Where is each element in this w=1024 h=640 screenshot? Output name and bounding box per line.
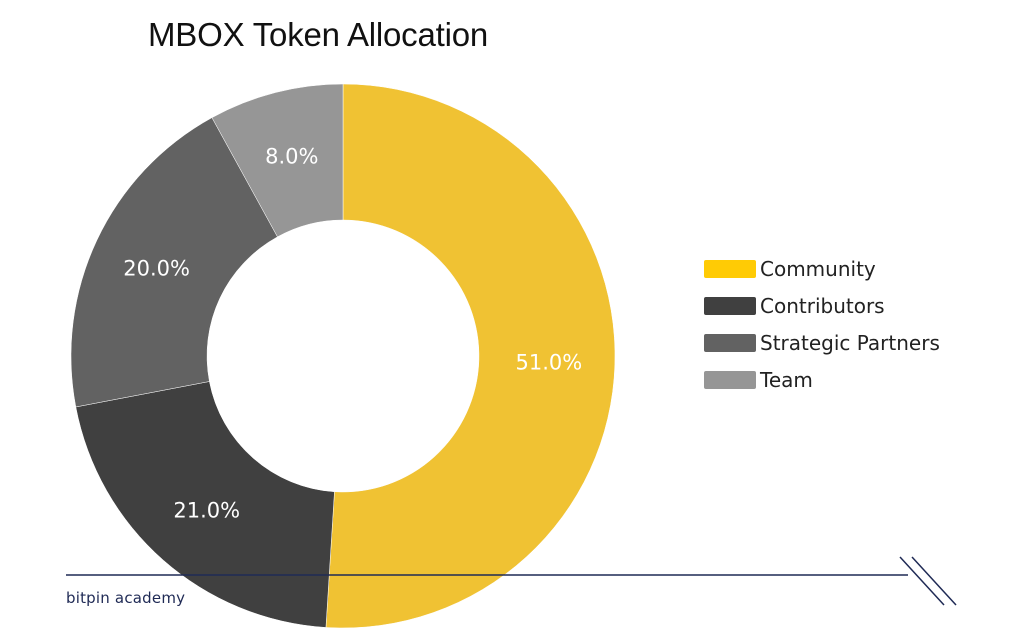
slice-team xyxy=(211,83,344,238)
legend-label: Contributors xyxy=(760,293,885,318)
legend-swatch xyxy=(704,333,756,352)
slice-label-team: 8.0% xyxy=(265,144,318,168)
slice-community xyxy=(325,83,616,629)
legend-label: Community xyxy=(760,256,876,281)
slice-label-community: 51.0% xyxy=(516,350,583,374)
watermark-slash-2 xyxy=(911,556,957,606)
slice-strategic-partners xyxy=(70,117,278,408)
legend-label: Strategic Partners xyxy=(760,330,940,355)
legend-swatch xyxy=(704,370,756,389)
legend-item-team: Team xyxy=(704,361,940,398)
legend-swatch xyxy=(704,296,756,315)
legend-item-strategic-partners: Strategic Partners xyxy=(704,324,940,361)
legend-label: Team xyxy=(760,367,813,392)
slice-label-strategic-partners: 20.0% xyxy=(123,256,190,280)
legend-swatch xyxy=(704,259,756,278)
slice-label-contributors: 21.0% xyxy=(173,499,240,523)
chart-legend: Community Contributors Strategic Partners T… xyxy=(704,250,940,398)
legend-item-community: Community xyxy=(704,250,940,287)
slice-contributors xyxy=(75,381,335,628)
watermark-text: bitpin academy xyxy=(66,589,186,607)
chart-title: MBOX Token Allocation xyxy=(148,16,489,53)
legend-item-contributors: Contributors xyxy=(704,287,940,324)
watermark-slash-1 xyxy=(899,556,945,606)
